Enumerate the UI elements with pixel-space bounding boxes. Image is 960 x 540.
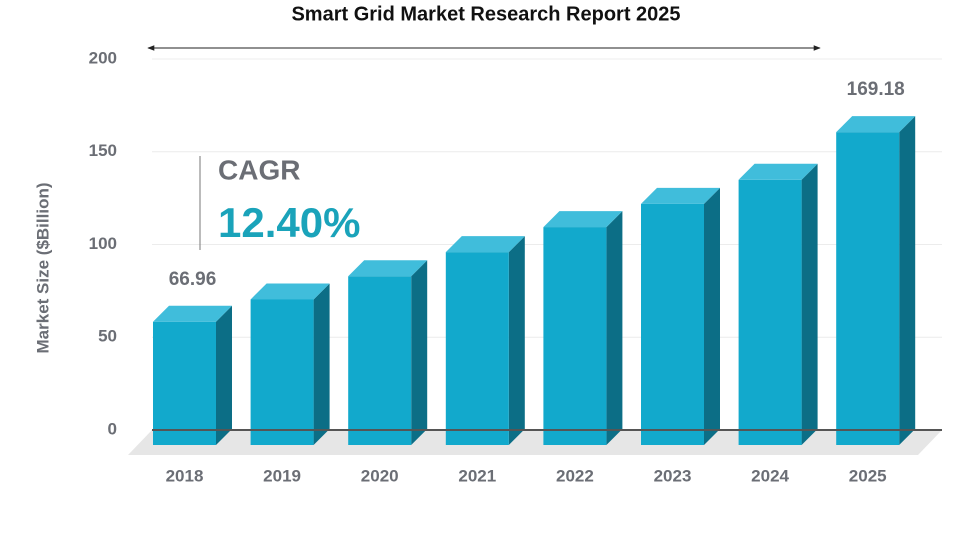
value-label: 169.18 [847, 79, 905, 100]
bar-top [153, 305, 232, 322]
cagr-value: 12.40% [218, 199, 360, 246]
y-tick-label: 0 [108, 419, 117, 438]
bar-front [153, 321, 216, 445]
bar-front [836, 132, 900, 446]
y-tick-label: 200 [89, 48, 117, 67]
bar [738, 163, 818, 445]
x-tick-label: 2019 [263, 466, 301, 485]
floor [128, 430, 942, 455]
y-tick-label: 150 [89, 141, 117, 160]
x-tick-label: 2024 [751, 466, 789, 485]
bar [836, 116, 916, 446]
bar-top [445, 236, 525, 253]
bar [543, 211, 623, 445]
bar-side [313, 283, 330, 445]
x-tick-label: 2022 [556, 466, 594, 485]
x-tick-label: 2018 [166, 466, 204, 485]
bar-side [411, 260, 428, 445]
x-tick-label: 2020 [361, 466, 399, 485]
bar-front [250, 299, 314, 445]
bar-front [738, 179, 802, 445]
bar-front [543, 227, 607, 445]
cagr-label: CAGR [218, 154, 300, 185]
x-tick-label: 2025 [849, 466, 887, 485]
bar [348, 260, 428, 445]
bar-side [801, 163, 818, 445]
bars: 2018 66.96 2019 2020 2021 2022 2023 2024 2025 169… [153, 79, 916, 485]
bar-top [543, 211, 623, 228]
chart-title: Smart Grid Market Research Report 2025 [291, 3, 680, 25]
bar [641, 187, 720, 446]
x-tick-label: 2023 [654, 466, 692, 485]
bar-front [348, 276, 412, 445]
bar-top [738, 163, 818, 180]
x-tick-label: 2021 [458, 466, 496, 485]
bar-top [641, 187, 720, 204]
value-label: 66.96 [169, 269, 217, 290]
bar-front [445, 252, 509, 445]
bar-side [216, 305, 232, 445]
bar [445, 236, 525, 445]
bar-side [704, 187, 720, 446]
bar-top [348, 260, 428, 277]
bar-top [250, 283, 330, 300]
y-tick-label: 50 [98, 327, 117, 346]
y-axis-label: Market Size ($Billion) [33, 183, 52, 354]
bar-side [899, 116, 916, 446]
bar-front [641, 203, 704, 445]
bar [153, 305, 232, 445]
bar-side [508, 236, 525, 445]
bar-side [606, 211, 623, 445]
bar [250, 283, 330, 445]
bar-top [836, 116, 916, 133]
y-tick-label: 100 [89, 234, 117, 253]
